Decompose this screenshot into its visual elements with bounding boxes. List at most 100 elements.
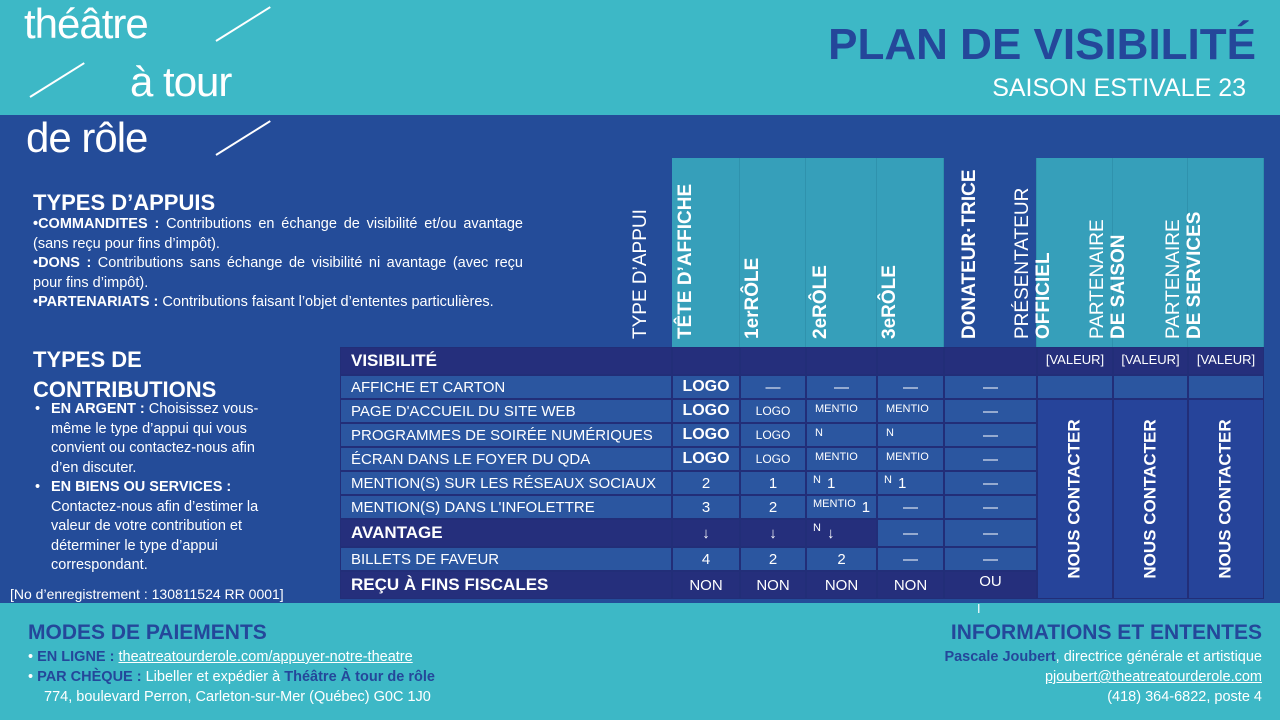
row-label-text: PAGE D'ACCUEIL DU SITE WEB bbox=[351, 402, 576, 420]
payment-details: • EN LIGNE : theatreatourderole.com/appu… bbox=[28, 647, 435, 707]
column-title-bold: 3eRÔLE bbox=[879, 265, 900, 339]
appui-item: •COMMANDITES : Contributions en échange … bbox=[33, 216, 523, 252]
table-cell: NON bbox=[877, 571, 944, 599]
cell-value: LOGO bbox=[682, 426, 730, 443]
appui-item: •PARTENARIATS : Contributions faisant l’… bbox=[33, 294, 494, 310]
nous-contacter-label: NOUS CONTACTER bbox=[1140, 419, 1160, 579]
cell-note: MENTIO bbox=[886, 451, 929, 463]
top-band bbox=[0, 0, 1280, 115]
cell-value: — bbox=[834, 378, 849, 396]
amount-value: [VALEUR] bbox=[1045, 352, 1105, 367]
cell-value: — bbox=[983, 402, 998, 420]
table-cell: N bbox=[806, 423, 877, 447]
cell-value: 1 bbox=[826, 474, 836, 492]
column-amount: [VALEUR] bbox=[1188, 347, 1264, 375]
column-header: DONATEUR·TRICE bbox=[944, 158, 1037, 347]
row-label: AFFICHE ET CARTON bbox=[340, 375, 672, 399]
column-title: 1erRÔLE bbox=[742, 258, 763, 339]
table-cell: LOGO bbox=[672, 375, 740, 399]
payment-cheque: • PAR CHÈQUE : Libeller et expédier à Th… bbox=[28, 669, 435, 685]
contribution-item: EN ARGENT : Choisissez vous-même le type… bbox=[33, 400, 278, 478]
table-cell bbox=[944, 347, 1037, 375]
cell-note: N bbox=[884, 474, 892, 486]
footer-band bbox=[0, 603, 1280, 720]
table-cell: — bbox=[877, 547, 944, 571]
cell-value: — bbox=[983, 524, 998, 542]
column-title-bold: 2eRÔLE bbox=[810, 265, 831, 339]
cell-value: — bbox=[983, 550, 998, 568]
table-cell: MENTIO bbox=[877, 447, 944, 471]
column-title: 2eRÔLE bbox=[810, 265, 831, 339]
table-cell: OU bbox=[944, 571, 1037, 599]
contribution-item: EN BIENS OU SERVICES : Contactez-nous af… bbox=[33, 478, 278, 576]
table-cell bbox=[672, 347, 740, 375]
table-cell: 2 bbox=[806, 547, 877, 571]
column-title-bold: DE SAISON bbox=[1108, 234, 1129, 339]
column-header: TÊTE D’AFFICHE bbox=[672, 158, 740, 347]
contact-phone: (418) 364-6822, poste 4 bbox=[1107, 689, 1262, 705]
column-title: 3eRÔLE bbox=[879, 265, 900, 339]
table-cell: 2 bbox=[740, 495, 806, 519]
table-cell: — bbox=[806, 375, 877, 399]
cell-note: N bbox=[886, 427, 894, 439]
types-appuis-title: TYPES D’APPUIS bbox=[33, 190, 216, 215]
column-header: PRÉSENTATEUR OFFICIEL bbox=[1012, 158, 1113, 347]
cell-value: LOGO bbox=[682, 402, 730, 419]
column-title-bold: TÊTE D’AFFICHE bbox=[674, 183, 696, 339]
donation-link[interactable]: theatreatourderole.com/appuyer-notre-the… bbox=[118, 649, 413, 665]
empty-cell bbox=[1113, 375, 1188, 399]
cell-value: 2 bbox=[837, 550, 846, 568]
contact-email[interactable]: pjoubert@theatreatourderole.com bbox=[1044, 669, 1262, 685]
nous-contacter-cell: NOUS CONTACTER bbox=[1113, 399, 1188, 599]
cell-value: — bbox=[983, 378, 998, 396]
cell-value: — bbox=[903, 550, 918, 568]
column-title: PARTENAIRE DE SAISON bbox=[1087, 219, 1129, 339]
logo-line: de rôle bbox=[26, 114, 148, 161]
table-cell: LOGO bbox=[672, 423, 740, 447]
column-title: TÊTE D’AFFICHE bbox=[675, 184, 696, 339]
types-appuis-list: •COMMANDITES : Contributions en échange … bbox=[33, 215, 523, 313]
cell-value: 2 bbox=[768, 550, 778, 568]
cell-value: — bbox=[903, 378, 918, 396]
cell-note: MENTIO bbox=[886, 403, 929, 415]
page-subtitle: SAISON ESTIVALE 23 bbox=[992, 74, 1246, 102]
cell-value: LOGO bbox=[755, 428, 791, 442]
empty-cell bbox=[1188, 375, 1264, 399]
info-details: Pascale Joubert, directrice générale et … bbox=[944, 647, 1262, 707]
cell-note: MENTIO bbox=[815, 403, 858, 415]
table-cell: — bbox=[944, 399, 1037, 423]
cell-note: MENTIO bbox=[815, 451, 858, 463]
table-cell: 4 bbox=[672, 547, 740, 571]
empty-cell bbox=[1037, 375, 1113, 399]
nous-contacter-label: NOUS CONTACTER bbox=[1065, 419, 1085, 579]
cell-value: ↓ bbox=[769, 524, 777, 542]
cell-value: 3 bbox=[701, 498, 711, 516]
row-label: REÇU À FINS FISCALES bbox=[340, 571, 672, 599]
cell-value: LOGO bbox=[682, 450, 730, 467]
type-appui-label: TYPE D’APPUI bbox=[630, 209, 651, 339]
registration-number: [No d’enregistrement : 130811524 RR 0001… bbox=[10, 586, 284, 602]
cell-value: LOGO bbox=[755, 404, 791, 418]
row-label-text: MENTION(S) DANS L'INFOLETTRE bbox=[351, 498, 595, 516]
types-contributions-list: EN ARGENT : Choisissez vous-même le type… bbox=[33, 400, 278, 576]
table-cell: 2 bbox=[740, 547, 806, 571]
table-cell: — bbox=[944, 447, 1037, 471]
amount-value: [VALEUR] bbox=[1121, 352, 1180, 367]
table-cell: — bbox=[944, 375, 1037, 399]
column-amount: [VALEUR] bbox=[1113, 347, 1188, 375]
cell-value: ↓ bbox=[826, 524, 835, 542]
table-cell: — bbox=[944, 495, 1037, 519]
column-header: 2eRÔLE bbox=[806, 158, 877, 347]
row-label-text: BILLETS DE FAVEUR bbox=[351, 550, 500, 568]
cell-value: NON bbox=[756, 576, 790, 594]
column-title: DONATEUR·TRICE bbox=[959, 169, 980, 339]
table-cell: — bbox=[877, 375, 944, 399]
cell-value: NON bbox=[824, 576, 859, 594]
appui-item: •DONS : Contributions sans échange de vi… bbox=[33, 255, 523, 291]
page-title: PLAN DE VISIBILITÉ bbox=[828, 20, 1256, 69]
nous-contacter-label: NOUS CONTACTER bbox=[1216, 419, 1236, 579]
table-cell: NON bbox=[740, 571, 806, 599]
table-cell: LOGO bbox=[672, 447, 740, 471]
table-cell: LOGO bbox=[740, 423, 806, 447]
